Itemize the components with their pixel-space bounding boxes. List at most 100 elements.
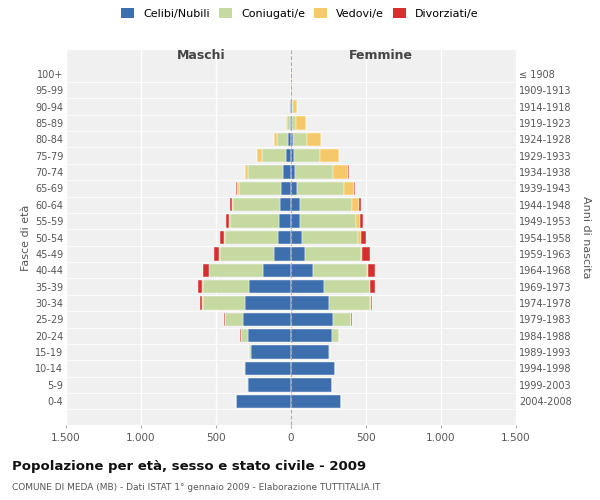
Bar — [203, 296, 245, 310]
Bar — [243, 312, 291, 326]
Bar — [371, 296, 373, 310]
Bar — [280, 198, 291, 211]
Text: Femmine: Femmine — [349, 50, 413, 62]
Bar — [225, 312, 243, 326]
Bar — [233, 198, 280, 211]
Bar — [257, 149, 262, 162]
Bar — [274, 247, 291, 260]
Bar — [291, 182, 298, 195]
Bar — [367, 264, 376, 277]
Bar — [263, 264, 291, 277]
Bar — [291, 116, 292, 130]
Bar — [291, 198, 300, 211]
Bar — [225, 231, 277, 244]
Bar — [251, 346, 291, 359]
Bar — [291, 394, 341, 408]
Bar — [362, 247, 370, 260]
Bar — [331, 329, 338, 342]
Bar — [354, 182, 355, 195]
Bar — [343, 182, 354, 195]
Text: Maschi: Maschi — [176, 50, 226, 62]
Bar — [348, 166, 349, 178]
Bar — [361, 247, 362, 260]
Bar — [237, 182, 239, 195]
Bar — [277, 231, 291, 244]
Bar — [283, 166, 291, 178]
Bar — [229, 214, 279, 228]
Bar — [214, 247, 220, 260]
Bar — [370, 280, 375, 293]
Bar — [352, 198, 359, 211]
Bar — [292, 100, 293, 113]
Bar — [279, 214, 291, 228]
Bar — [295, 166, 334, 178]
Bar — [235, 182, 237, 195]
Bar — [307, 132, 322, 146]
Bar — [262, 149, 286, 162]
Bar — [292, 116, 296, 130]
Bar — [232, 198, 233, 211]
Bar — [291, 362, 335, 375]
Bar — [245, 166, 248, 178]
Bar — [293, 132, 307, 146]
Text: Popolazione per età, sesso e stato civile - 2009: Popolazione per età, sesso e stato civil… — [12, 460, 366, 473]
Bar — [249, 280, 291, 293]
Bar — [291, 312, 333, 326]
Bar — [329, 296, 370, 310]
Bar — [209, 264, 263, 277]
Bar — [291, 280, 324, 293]
Bar — [281, 182, 291, 195]
Bar — [320, 149, 339, 162]
Bar — [248, 166, 283, 178]
Bar — [291, 100, 292, 113]
Bar — [291, 247, 305, 260]
Bar — [291, 378, 331, 392]
Bar — [300, 198, 352, 211]
Bar — [298, 182, 343, 195]
Bar — [291, 231, 302, 244]
Bar — [229, 198, 232, 211]
Bar — [248, 378, 291, 392]
Bar — [290, 100, 291, 113]
Legend: Celibi/Nubili, Coniugati/e, Vedovi/e, Divorziati/e: Celibi/Nubili, Coniugati/e, Vedovi/e, Di… — [119, 6, 481, 21]
Bar — [291, 346, 329, 359]
Bar — [224, 231, 225, 244]
Bar — [351, 312, 352, 326]
Bar — [226, 214, 229, 228]
Bar — [250, 346, 251, 359]
Bar — [241, 329, 248, 342]
Bar — [293, 100, 296, 113]
Bar — [291, 329, 331, 342]
Bar — [361, 231, 366, 244]
Bar — [224, 312, 225, 326]
Bar — [287, 116, 290, 130]
Bar — [291, 149, 294, 162]
Bar — [277, 132, 289, 146]
Bar — [333, 312, 350, 326]
Bar — [334, 166, 348, 178]
Y-axis label: Fasce di età: Fasce di età — [20, 204, 31, 270]
Bar — [286, 149, 291, 162]
Bar — [203, 280, 249, 293]
Bar — [302, 231, 358, 244]
Bar — [274, 132, 277, 146]
Bar — [291, 264, 313, 277]
Bar — [245, 296, 291, 310]
Text: COMUNE DI MEDA (MB) - Dati ISTAT 1° gennaio 2009 - Elaborazione TUTTITALIA.IT: COMUNE DI MEDA (MB) - Dati ISTAT 1° genn… — [12, 482, 380, 492]
Bar — [245, 362, 291, 375]
Bar — [291, 214, 301, 228]
Bar — [301, 214, 356, 228]
Bar — [360, 214, 364, 228]
Bar — [356, 214, 360, 228]
Bar — [235, 394, 291, 408]
Bar — [203, 264, 209, 277]
Bar — [291, 296, 329, 310]
Bar — [286, 116, 287, 130]
Bar — [239, 182, 281, 195]
Bar — [198, 280, 202, 293]
Bar — [220, 231, 224, 244]
Bar — [296, 116, 306, 130]
Bar — [289, 132, 291, 146]
Bar — [248, 329, 291, 342]
Bar — [313, 264, 367, 277]
